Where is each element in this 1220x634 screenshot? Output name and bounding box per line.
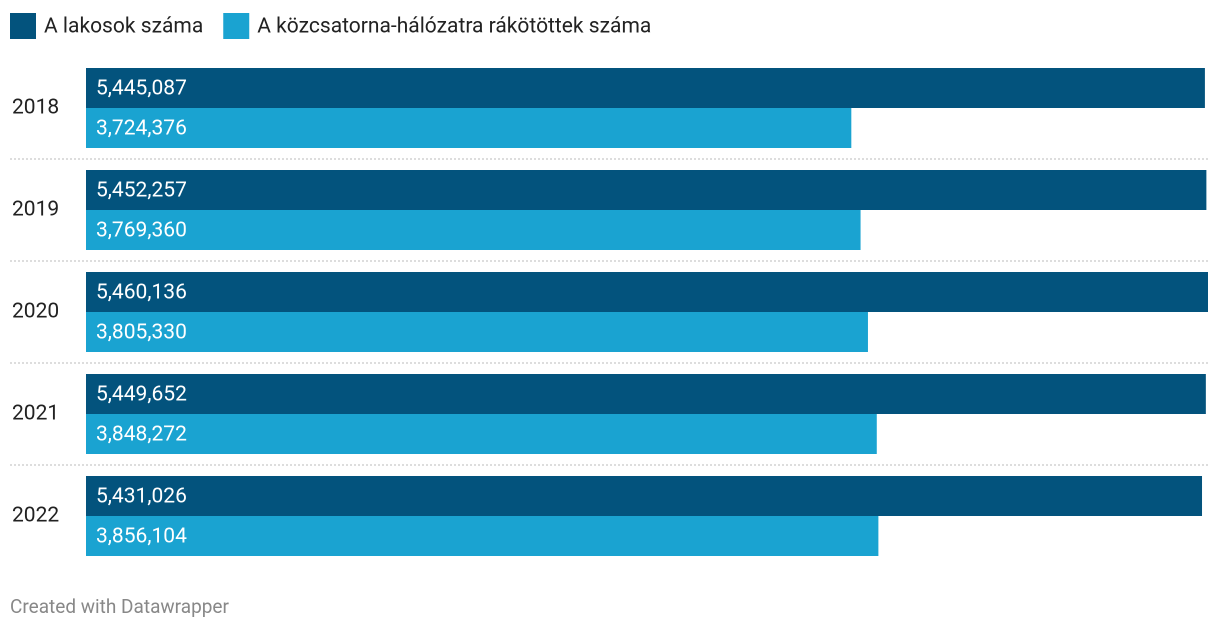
bar	[86, 108, 852, 148]
legend-swatch	[10, 13, 36, 39]
bar	[86, 272, 1208, 312]
bar	[86, 476, 1203, 516]
category-label: 2019	[12, 198, 59, 222]
value-label: 3,805,330	[96, 321, 187, 345]
value-label: 5,445,087	[96, 77, 187, 101]
bar	[86, 516, 879, 556]
bar	[86, 414, 877, 454]
category-label: 2021	[12, 402, 59, 426]
category-label: 2022	[12, 504, 59, 528]
value-label: 5,431,026	[96, 485, 187, 509]
value-label: 3,848,272	[96, 423, 187, 447]
credit: Created with Datawrapper	[10, 595, 229, 618]
value-label: 3,769,360	[96, 219, 187, 243]
bar	[86, 68, 1205, 108]
value-label: 3,724,376	[96, 117, 187, 141]
value-label: 5,449,652	[96, 383, 187, 407]
category-label: 2020	[12, 300, 59, 324]
bar	[86, 374, 1206, 414]
bar	[86, 210, 861, 250]
value-label: 5,460,136	[96, 281, 187, 305]
legend-label: A lakosok száma	[44, 15, 203, 39]
value-label: 5,452,257	[96, 179, 187, 203]
legend-swatch	[223, 13, 250, 39]
legend-label: A közcsatorna-hálózatra rákötöttek száma	[257, 15, 651, 39]
category-label: 2018	[12, 96, 59, 120]
bar	[86, 312, 868, 352]
bar	[86, 170, 1207, 210]
value-label: 3,856,104	[96, 525, 187, 549]
